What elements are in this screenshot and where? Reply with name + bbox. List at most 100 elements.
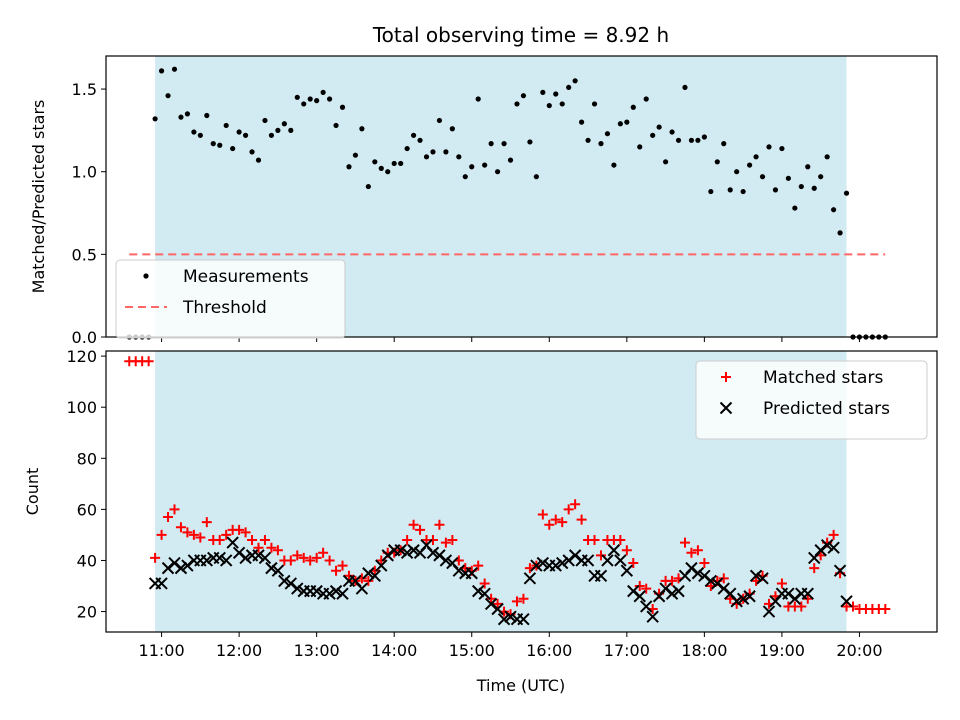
data-point — [637, 144, 643, 150]
data-point — [440, 537, 451, 548]
data-point — [262, 117, 268, 124]
data-point — [291, 582, 304, 595]
data-point — [314, 98, 320, 104]
data-point — [478, 587, 491, 600]
y-tick-label: 0.0 — [72, 328, 97, 347]
data-point — [805, 164, 811, 170]
data-point — [253, 542, 264, 553]
data-point — [504, 610, 517, 623]
data-point — [581, 554, 595, 567]
data-point — [182, 527, 193, 538]
data-point — [507, 157, 514, 163]
data-point — [204, 112, 210, 119]
data-point — [275, 127, 281, 133]
data-point — [259, 535, 270, 546]
panels: 0.0 0.5 1.0 1.5 Matched/Predicted stars Measu… — [23, 55, 938, 660]
legend-box — [695, 360, 928, 440]
data-point — [247, 535, 258, 546]
data-point — [572, 78, 578, 84]
data-point — [365, 183, 371, 190]
data-point — [747, 162, 753, 168]
data-point — [704, 574, 718, 588]
data-point — [336, 587, 349, 600]
data-point — [833, 564, 847, 577]
data-point — [214, 535, 225, 546]
data-point — [391, 160, 397, 167]
data-point — [798, 183, 804, 190]
data-point — [482, 162, 488, 168]
data-point — [456, 154, 462, 160]
data-point — [236, 129, 242, 135]
data-point — [415, 524, 426, 535]
data-point — [298, 552, 309, 563]
data-point — [359, 126, 365, 132]
data-point — [278, 574, 291, 588]
data-point — [318, 547, 329, 558]
data-point — [197, 132, 203, 138]
data-point — [210, 141, 216, 147]
data-point — [323, 587, 336, 600]
data-point — [714, 159, 720, 165]
data-point — [614, 554, 627, 567]
data-point — [272, 545, 283, 556]
data-point — [188, 529, 199, 540]
data-point — [595, 550, 606, 561]
x-tick-label: 19:00 — [759, 641, 805, 660]
data-point — [667, 575, 678, 586]
data-point — [175, 522, 186, 533]
data-point — [423, 154, 430, 160]
data-point — [452, 564, 466, 577]
x-tick-label: 18:00 — [681, 641, 727, 660]
data-point — [520, 93, 527, 99]
panel-1: 0.0 0.5 1.0 1.5 Matched/Predicted stars Measu… — [29, 55, 938, 347]
data-point — [252, 549, 265, 562]
data-point — [578, 119, 585, 125]
data-point — [736, 592, 750, 605]
data-point — [679, 537, 690, 548]
data-point — [557, 517, 568, 528]
data-point — [607, 544, 621, 557]
data-point — [339, 104, 346, 110]
data-point — [620, 564, 634, 577]
data-point — [326, 96, 333, 102]
legend-marker — [143, 273, 149, 279]
data-point — [688, 137, 695, 143]
x-tick-label: 20:00 — [836, 641, 882, 660]
data-point — [630, 104, 636, 110]
data-point — [615, 535, 626, 546]
data-point — [601, 554, 614, 567]
data-point — [537, 509, 548, 520]
data-point — [633, 590, 646, 603]
data-point — [394, 544, 407, 557]
data-point — [268, 132, 275, 138]
data-point — [740, 188, 746, 195]
legend: Matched stars Predicted stars — [695, 360, 928, 440]
data-point — [417, 137, 423, 143]
data-point — [708, 188, 714, 195]
data-point — [643, 96, 649, 102]
y-tick-label: 1.5 — [72, 80, 97, 99]
series-matched-stars — [124, 356, 891, 620]
data-point — [171, 66, 178, 72]
y-tick-label: 80 — [77, 449, 97, 468]
x-tick-label: 15:00 — [449, 641, 495, 660]
data-point — [156, 529, 167, 540]
data-point — [665, 587, 679, 600]
data-point — [624, 119, 630, 125]
data-point — [772, 187, 779, 193]
data-point — [589, 535, 600, 546]
data-point — [827, 541, 840, 554]
data-point — [191, 129, 197, 135]
data-point — [266, 542, 277, 553]
data-point — [402, 535, 413, 546]
data-point — [469, 164, 475, 170]
data-point — [617, 121, 623, 127]
data-point — [628, 558, 639, 569]
data-point — [439, 554, 453, 567]
data-point — [311, 552, 322, 563]
data-point — [471, 584, 485, 598]
data-point — [255, 157, 262, 163]
data-point — [230, 145, 236, 152]
data-point — [375, 559, 388, 572]
data-point — [686, 547, 697, 558]
